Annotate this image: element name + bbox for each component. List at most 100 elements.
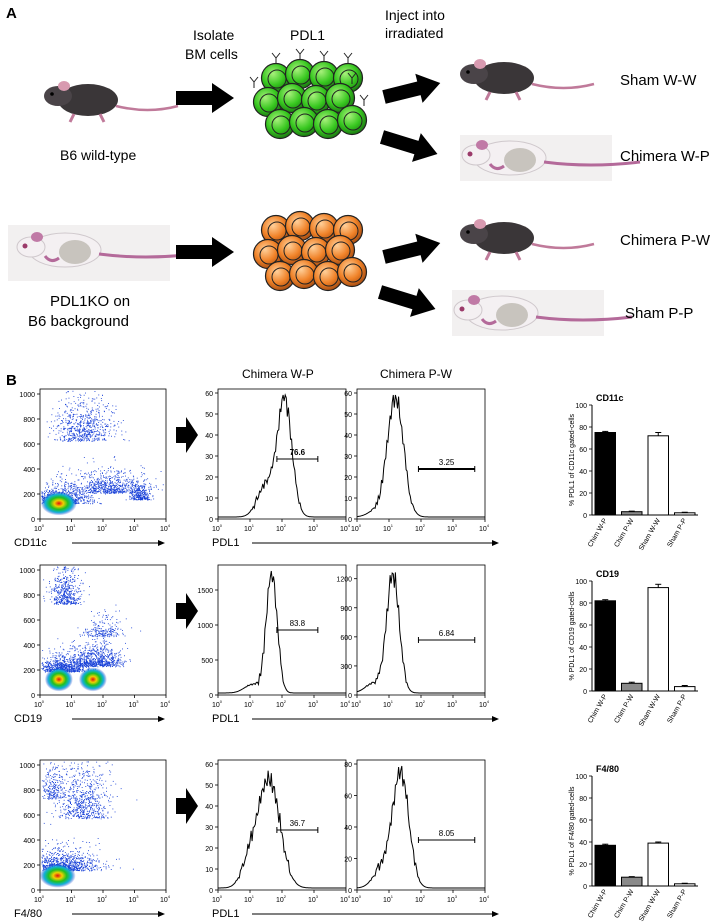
- y-tick-label: 300: [340, 664, 352, 671]
- y-tick-label: 20: [205, 846, 213, 853]
- bar: [594, 844, 616, 887]
- x-tick-label: 101: [383, 699, 394, 709]
- y-tick-label: 0: [209, 517, 213, 524]
- y-tick-label: 60: [344, 391, 352, 398]
- density-hotspot: [40, 491, 77, 516]
- x-tick-label: 102: [97, 523, 108, 533]
- y-tick-label: 10: [344, 496, 352, 503]
- x-tick-label: 102: [276, 894, 287, 904]
- inject-arrow-ko-up: [380, 228, 444, 272]
- x-tick-label: 100: [34, 523, 45, 533]
- hist-xlabel: PDL1: [212, 908, 240, 920]
- wt-donor-mouse: [42, 79, 180, 124]
- dot-cloud: [41, 761, 138, 872]
- bar-category-label: Chim W-P: [587, 517, 609, 548]
- bar: [674, 512, 696, 516]
- hist-xlabel: PDL1: [212, 713, 240, 725]
- dot-plot: 0 200 400 600 800 1000 100 101 102 103 104 CD19: [14, 564, 171, 725]
- density-hotspot: [39, 863, 76, 888]
- col-title-wp: Chimera W-P: [242, 367, 314, 381]
- y-tick-label: 1000: [19, 568, 35, 575]
- bar-category-label: Sham W-W: [638, 517, 662, 552]
- group-label-sham-pp: Sham P-P: [625, 305, 693, 322]
- x-tick-label: 101: [383, 894, 394, 904]
- bar: [647, 842, 669, 887]
- histogram-pw: 0 300 600 900 1200 100 101 102 103 104 6.84: [336, 564, 490, 709]
- bar: [594, 600, 616, 692]
- donor-ko-label-2: B6 background: [28, 313, 129, 330]
- y-tick-label: 40: [205, 433, 213, 440]
- wt-bm-cells: [249, 48, 369, 140]
- bar-y-tick: 100: [575, 774, 587, 781]
- x-tick-label: 100: [212, 523, 223, 533]
- bar-category-label: Sham P-P: [666, 888, 688, 919]
- inject-label-1: Inject into: [385, 7, 445, 23]
- x-tick-label: 103: [447, 523, 458, 533]
- y-tick-label: 400: [23, 643, 35, 650]
- gate-value: 8.05: [439, 829, 455, 838]
- bar-category-label: Sham P-P: [666, 693, 688, 724]
- x-tick-label: 102: [97, 894, 108, 904]
- histogram-curve: [218, 393, 346, 518]
- row-arrow: [176, 417, 198, 453]
- x-tick-label: 101: [244, 523, 255, 533]
- histogram-wp: 0 10 20 30 40 50 60 100 101 102 103 104 36.7: [205, 759, 351, 904]
- row-arrow: [176, 593, 198, 629]
- y-tick-label: 60: [205, 762, 213, 769]
- y-tick-label: 200: [23, 492, 35, 499]
- x-tick-label: 101: [244, 894, 255, 904]
- y-tick-label: 40: [344, 433, 352, 440]
- pdl1-label: PDL1: [290, 27, 325, 43]
- bar: [621, 876, 643, 887]
- bar-y-tick: 100: [575, 579, 587, 586]
- inject-label-2: irradiated: [385, 25, 443, 41]
- y-tick-label: 40: [344, 825, 352, 832]
- bar-title: CD11c: [596, 393, 624, 403]
- gate-value: 36.7: [290, 819, 306, 828]
- y-tick-label: 50: [344, 412, 352, 419]
- y-tick-label: 0: [348, 517, 352, 524]
- y-tick-label: 1000: [19, 392, 35, 399]
- x-tick-label: 101: [66, 523, 77, 533]
- x-tick-label: 104: [160, 894, 171, 904]
- bar: [674, 686, 696, 692]
- bar-category-label: Chim P-W: [613, 693, 635, 724]
- y-tick-label: 0: [209, 888, 213, 895]
- bar-ylabel: % PDL1 of CD11c gated-cells: [569, 413, 576, 506]
- histogram-pw: 0 10 20 30 40 50 60 100 101 102 103 104 3.25: [344, 388, 490, 533]
- histogram-curve: [356, 394, 485, 518]
- dot-plot: 0 200 400 600 800 1000 100 101 102 103 104 F4/80: [14, 759, 171, 920]
- x-tick-label: 101: [383, 523, 394, 533]
- x-tick-label: 104: [479, 894, 490, 904]
- y-tick-label: 20: [205, 475, 213, 482]
- bar: [674, 883, 696, 887]
- dot-xlabel: CD11c: [14, 537, 47, 549]
- histogram-wp: 0 500 1000 1500 100 101 102 103 104 83.8: [197, 564, 351, 709]
- bar-category-label: Chim P-W: [613, 517, 635, 548]
- y-tick-label: 30: [205, 454, 213, 461]
- x-tick-label: 103: [129, 523, 140, 533]
- x-tick-label: 102: [276, 523, 287, 533]
- y-tick-label: 0: [31, 693, 35, 700]
- y-tick-label: 0: [348, 888, 352, 895]
- x-tick-label: 102: [415, 699, 426, 709]
- x-tick-label: 101: [244, 699, 255, 709]
- x-tick-label: 103: [308, 699, 319, 709]
- recipient-mouse-chimera-pw: [458, 217, 596, 262]
- gate-value: 6.84: [439, 629, 455, 638]
- y-tick-label: 50: [205, 783, 213, 790]
- bar-category-label: Chim P-W: [613, 888, 635, 919]
- dot-xlabel: F4/80: [14, 908, 42, 920]
- x-tick-label: 100: [351, 523, 362, 533]
- bar-y-tick: 0: [583, 689, 587, 696]
- bar-chart: CD11c 0 20 40 60 80 100 % PDL1 of CD11c gated-c…: [569, 393, 698, 552]
- y-tick-label: 600: [23, 618, 35, 625]
- wt-cell: [276, 82, 308, 114]
- y-tick-label: 600: [23, 442, 35, 449]
- y-tick-label: 80: [344, 762, 352, 769]
- y-tick-label: 60: [344, 794, 352, 801]
- inject-arrow-wt-down: [377, 122, 442, 169]
- dot-xlabel: CD19: [14, 713, 42, 725]
- x-tick-label: 103: [308, 894, 319, 904]
